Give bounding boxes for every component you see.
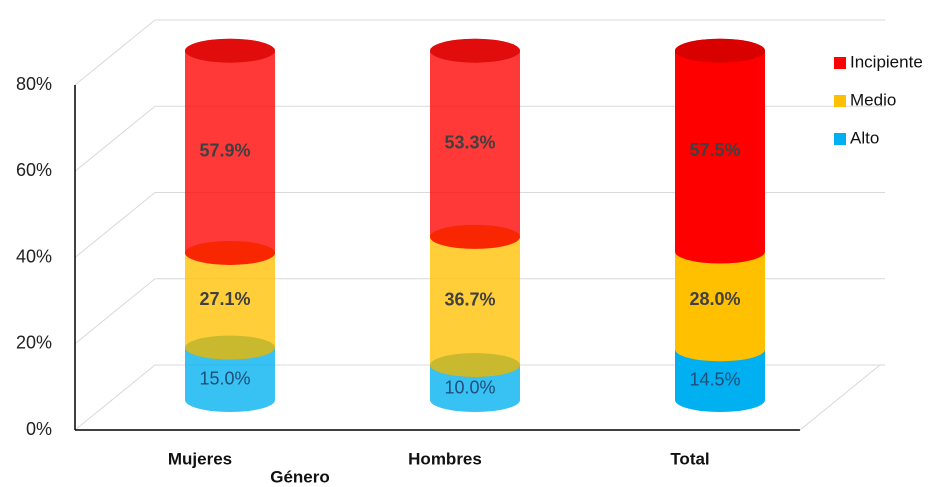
value-label: 57.5%	[689, 140, 740, 160]
x-tick-label: Total	[670, 449, 709, 468]
bar-segment	[430, 38, 520, 249]
y-tick-label: 60%	[16, 160, 52, 180]
value-label: 36.7%	[444, 290, 495, 310]
value-label: 15.0%	[199, 369, 250, 389]
x-tick-label: Mujeres	[168, 449, 232, 468]
bar-segment	[185, 38, 275, 265]
value-label: 10.0%	[444, 377, 495, 397]
y-tick-label: 80%	[16, 74, 52, 94]
bar-segment-top	[185, 38, 275, 63]
value-label: 28.0%	[689, 289, 740, 309]
grid-line	[74, 105, 885, 172]
grid-line	[74, 278, 885, 345]
y-tick-label: 0%	[26, 419, 52, 439]
legend-swatch	[834, 57, 846, 69]
y-tick-label: 40%	[16, 246, 52, 266]
legend-label: Alto	[850, 128, 879, 147]
bar-segment	[675, 239, 765, 362]
bar-segment-top	[430, 38, 520, 63]
x-tick-label: Hombres	[408, 449, 482, 468]
grid-line	[74, 192, 885, 258]
floor-edge	[799, 364, 881, 431]
y-tick-label: 20%	[16, 333, 52, 353]
legend-label: Incipiente	[850, 52, 923, 71]
bar-segment	[185, 240, 275, 360]
value-label: 53.3%	[444, 133, 495, 153]
x-axis-title: Género	[270, 467, 330, 486]
bar-segment-top	[675, 38, 765, 63]
value-label: 14.5%	[689, 369, 740, 389]
legend-swatch	[834, 133, 846, 145]
legend-label: Medio	[850, 90, 896, 109]
grid-line	[74, 364, 885, 431]
grid-line	[74, 19, 885, 86]
value-label: 27.1%	[199, 289, 250, 309]
value-label: 57.9%	[199, 141, 250, 161]
bar-segment	[675, 38, 765, 264]
bar-segment	[430, 224, 520, 378]
legend-swatch	[834, 95, 846, 107]
